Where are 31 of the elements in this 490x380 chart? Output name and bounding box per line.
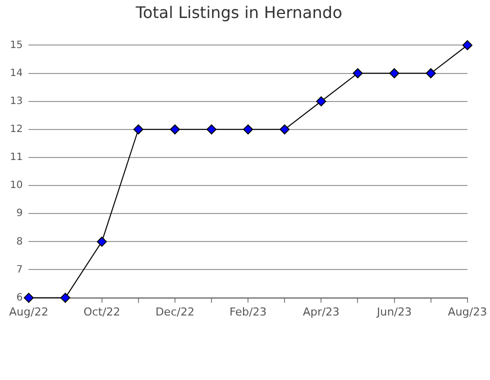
y-tick-label: 8 — [16, 236, 23, 248]
y-tick-label: 13 — [10, 96, 23, 107]
point — [352, 68, 363, 78]
x-tick-label: Apr/23 — [302, 305, 340, 318]
x-tick-label: Dec/22 — [155, 305, 194, 318]
chart-title: Total Listings in Hernando — [134, 2, 342, 22]
y-tick-label: 7 — [16, 264, 23, 276]
y-tick-label: 6 — [16, 292, 23, 304]
point — [280, 124, 290, 134]
x-tick-label: Oct/22 — [83, 305, 120, 318]
x-tick-label: Aug/22 — [9, 305, 48, 318]
point — [206, 124, 217, 134]
y-tick-label: 14 — [10, 68, 23, 79]
point — [316, 96, 326, 106]
y-tick-label: 9 — [16, 208, 23, 220]
x-tick-label: Feb/23 — [229, 305, 267, 318]
y-tick-label: 15 — [10, 40, 23, 51]
point — [96, 236, 107, 247]
point — [389, 68, 400, 78]
y-tick-label: 11 — [10, 152, 23, 164]
point — [426, 68, 436, 78]
point — [170, 124, 180, 134]
x-tick-label: Jun/23 — [376, 305, 412, 318]
point — [133, 124, 144, 134]
point — [24, 292, 34, 303]
point — [60, 292, 70, 303]
y-tick-label: 12 — [10, 124, 23, 135]
y-tick-label: 10 — [10, 180, 23, 192]
x-tick-label: Aug/23 — [448, 305, 488, 318]
point — [243, 124, 254, 134]
point — [462, 40, 472, 50]
